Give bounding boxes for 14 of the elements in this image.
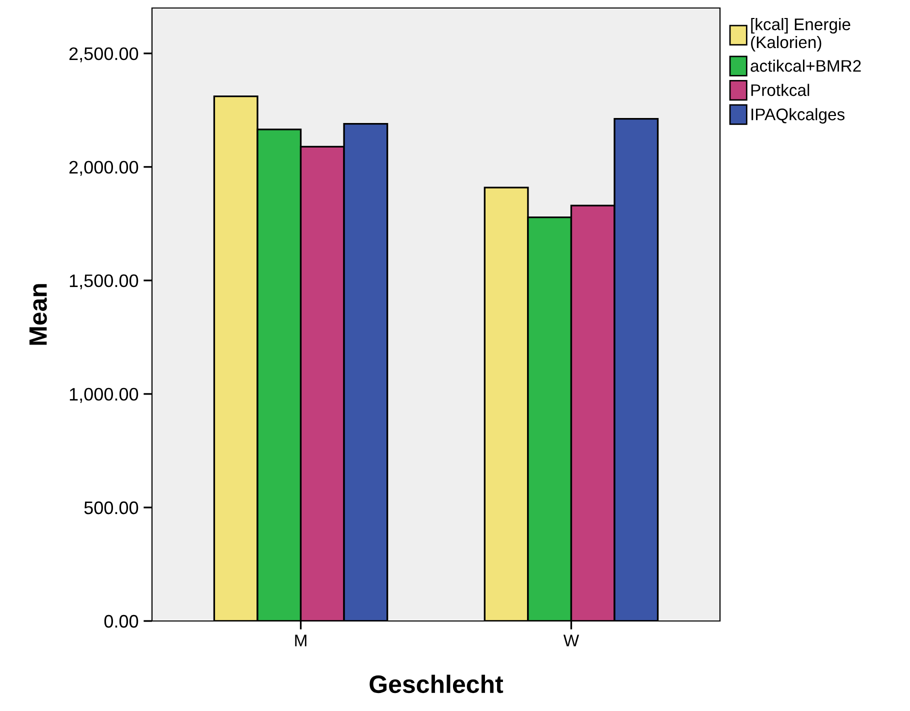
- x-tick-label: M: [295, 634, 306, 646]
- y-tick-label: 2,000.00: [69, 160, 138, 176]
- legend-label: IPAQkcalges: [752, 108, 845, 124]
- y-tick-label: 1,000.00: [70, 388, 138, 403]
- legend-label: Protkcal: [751, 84, 810, 96]
- legend-label: [kcal] Energie (Kalorien): [751, 18, 850, 52]
- y-tick-label: 500.00: [84, 501, 138, 514]
- y-axis-title: Mean: [29, 284, 47, 345]
- y-tick-label: 2,500.00: [69, 47, 138, 62]
- legend-label: actikcal+BMR2: [750, 60, 861, 72]
- x-axis-title: Geschlecht: [370, 674, 504, 694]
- x-tick-label: W: [563, 634, 580, 646]
- y-tick-label: 0.00: [104, 614, 138, 628]
- y-tick-label: 1,500.00: [70, 274, 138, 290]
